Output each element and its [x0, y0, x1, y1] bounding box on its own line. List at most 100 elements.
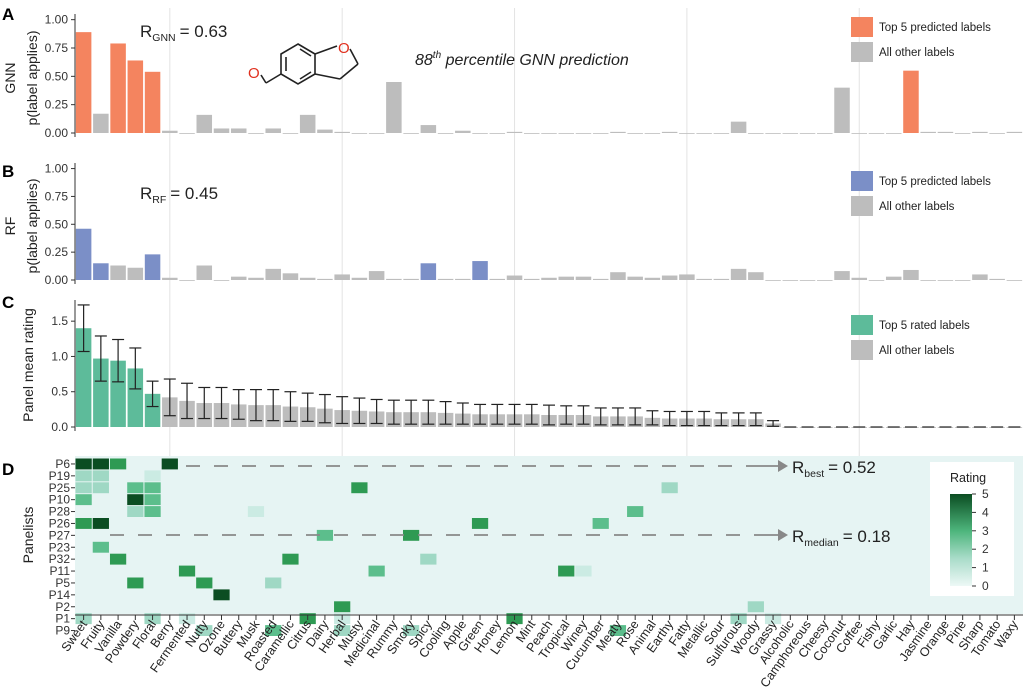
- heatmap-cell: [592, 518, 609, 529]
- panel-b-stat: RRF = 0.45: [140, 184, 218, 206]
- bar-fishy: [868, 280, 885, 281]
- median-stat: Rmedian = 0.18: [792, 527, 890, 549]
- panelist-label: P11: [50, 564, 71, 578]
- bar-fatty: [679, 274, 695, 280]
- bar-sweet: [75, 228, 92, 280]
- legend-swatch: [851, 171, 873, 191]
- bar-hay: [903, 70, 919, 133]
- heatmap-cell: [316, 529, 334, 541]
- panelist-label: P25: [49, 481, 71, 495]
- panel-b-letter: B: [2, 162, 14, 181]
- bar-caramellic: [282, 133, 299, 134]
- heatmap-cell: [609, 625, 627, 636]
- heatmap-cell: [127, 494, 144, 506]
- heatmap-cell: [420, 553, 437, 565]
- bar-floral: [144, 393, 161, 427]
- molecule-bond: [314, 45, 338, 55]
- bar-peach: [541, 277, 557, 280]
- legend-swatch: [851, 17, 873, 37]
- bar-fatty: [679, 133, 695, 134]
- molecule-bond: [339, 63, 359, 80]
- y-tick-label: 1.00: [45, 13, 69, 27]
- legend-label: Top 5 predicted labels: [879, 22, 991, 34]
- bar-berry: [162, 277, 178, 280]
- heatmap-cell: [282, 553, 299, 565]
- bar-floral: [144, 254, 161, 280]
- panel-a-legend: Top 5 predicted labels All other labels: [851, 17, 991, 62]
- y-tick-label: 0.25: [45, 98, 69, 112]
- rating-legend-ticks: 0 1 2 3 4 5: [972, 487, 989, 593]
- x-axis-labels: SweetFruityVanillaPowderyFloralBerryFerm…: [59, 614, 1023, 688]
- legend-label: Top 5 rated labels: [879, 320, 970, 332]
- bar-grassy: [765, 280, 781, 281]
- rating-tick-label: 2: [982, 542, 989, 556]
- rating-colorbar: [950, 494, 972, 586]
- bar-tropical: [558, 276, 574, 280]
- rating-tick-label: 0: [982, 579, 989, 593]
- heatmap-cell: [75, 458, 92, 470]
- heatmap-cell: [334, 625, 351, 636]
- panelist-label: P26: [49, 516, 71, 530]
- bar-nutty: [196, 114, 213, 133]
- bar-garlic: [885, 276, 902, 280]
- bar-coffee: [851, 133, 868, 134]
- panel-a-note: 88th percentile GNN prediction: [415, 50, 629, 69]
- bar-sour: [713, 278, 730, 280]
- y-tick-label: 1.0: [51, 349, 68, 363]
- molecule-bond: [260, 74, 267, 84]
- bar-sulfurous: [730, 268, 747, 280]
- bar-apple: [455, 278, 471, 280]
- y-tick-label: 0.50: [45, 69, 69, 83]
- y-tick-label: 0.25: [45, 245, 69, 259]
- bar-caramellic: [282, 273, 299, 280]
- bar-cheesy: [817, 280, 833, 281]
- heatmap-cell: [92, 541, 109, 553]
- bar-dairy: [317, 278, 333, 280]
- bar-camphoreous: [799, 280, 816, 281]
- bar-vanilla: [110, 43, 126, 133]
- bar-mint: [524, 278, 540, 280]
- bar-metallic: [696, 278, 712, 280]
- bar-roasted: [265, 128, 281, 133]
- bar-lemon: [506, 131, 523, 133]
- bar-cucumber: [592, 133, 609, 134]
- heatmap-cell: [92, 470, 109, 482]
- legend-label: Top 5 predicted labels: [879, 176, 991, 188]
- bar-smoky: [403, 133, 419, 134]
- heatmap-cell: [196, 577, 213, 589]
- bar-fishy: [868, 133, 885, 134]
- bar-alcoholic: [782, 133, 799, 134]
- bar-earthy: [661, 131, 678, 133]
- panel-a: A GNN p(label applies) 0.00 0.25 0.50 0.75 1…: [2, 5, 1023, 140]
- panelist-label: P14: [49, 588, 71, 602]
- heatmap-cell: [144, 494, 161, 506]
- bar-powdery: [127, 368, 144, 427]
- panel-c-legend: Top 5 rated labels All other labels: [851, 315, 970, 360]
- bar-herbal: [334, 274, 350, 280]
- panelist-label: P5: [55, 576, 70, 590]
- panel-d-ylabel: Panelists: [20, 507, 36, 564]
- panelist-label: P2: [55, 600, 70, 614]
- panel-b-y-axis: 0.00 0.25 0.50 0.75 1.00: [45, 162, 76, 287]
- bar-vanilla: [110, 265, 126, 280]
- bar-animal: [644, 133, 661, 134]
- heatmap-cell: [75, 482, 92, 494]
- bar-buttery: [230, 276, 247, 280]
- y-tick-label: 0.0: [51, 420, 68, 434]
- bar-waxy: [1006, 131, 1023, 133]
- bar-green: [472, 133, 488, 134]
- bar-earthy: [661, 275, 678, 280]
- panel-a-stat: RGNN = 0.63: [140, 22, 227, 44]
- bar-cheesy: [817, 133, 833, 134]
- bar-fruity: [93, 113, 109, 133]
- panelist-label: P9: [55, 624, 70, 638]
- panel-a-y-axis: 0.00 0.25 0.50 0.75 1.00: [45, 13, 76, 140]
- legend-label: All other labels: [879, 47, 955, 59]
- panel-b-ylabel: p(label applies): [24, 179, 40, 274]
- bar-citrus: [299, 277, 316, 280]
- molecule-double-bond: [299, 71, 312, 80]
- bar-honey: [489, 278, 506, 280]
- bar-rose: [627, 276, 643, 280]
- bar-powdery: [127, 267, 144, 280]
